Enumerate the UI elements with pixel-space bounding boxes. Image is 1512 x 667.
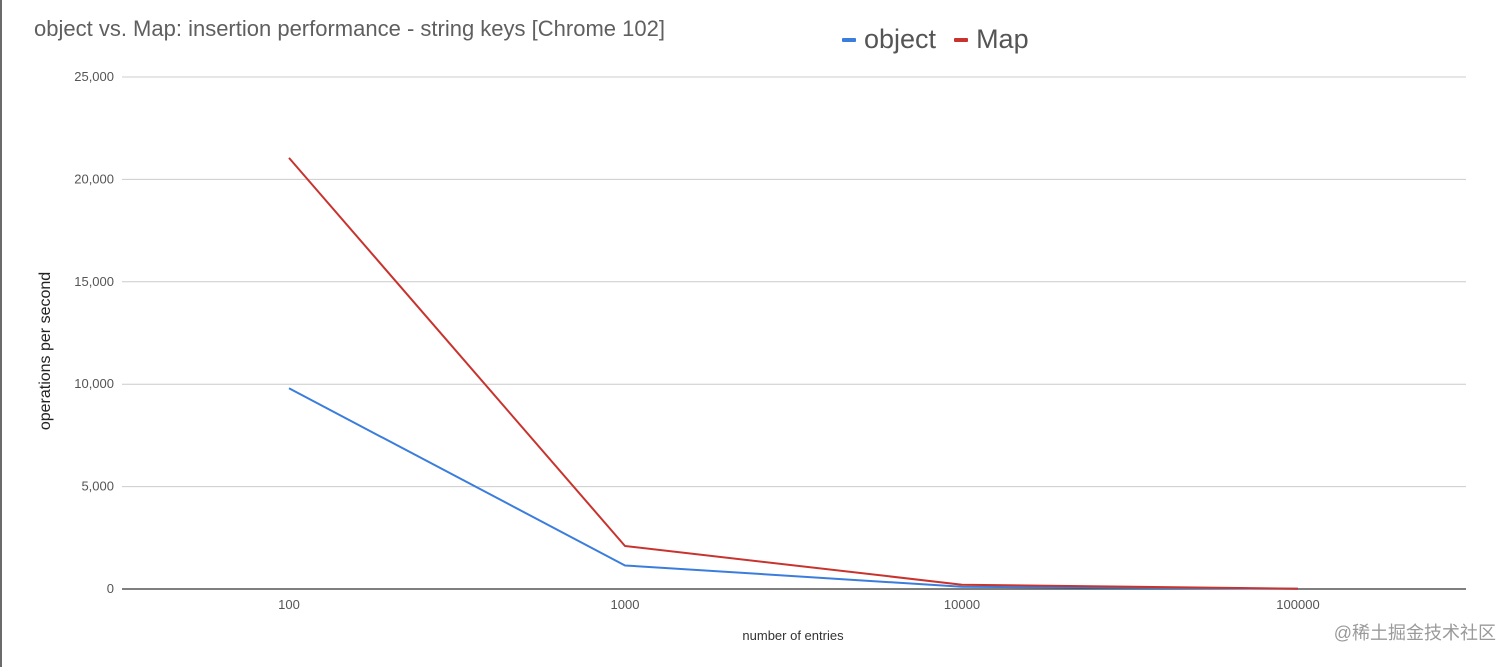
y-axis-label: operations per second xyxy=(37,272,54,430)
x-tick-label: 100000 xyxy=(1276,597,1319,612)
y-tick-label: 20,000 xyxy=(74,171,114,186)
legend-label-map: Map xyxy=(976,24,1029,54)
x-axis-label: number of entries xyxy=(742,628,844,643)
legend-label-object: object xyxy=(864,24,937,54)
legend-swatch-map xyxy=(954,37,969,42)
y-tick-label: 25,000 xyxy=(74,69,114,84)
x-tick-label: 10000 xyxy=(944,597,980,612)
series-line-object xyxy=(288,387,1299,590)
y-tick-label: 0 xyxy=(107,581,114,596)
legend-swatch-object xyxy=(842,37,856,42)
watermark: @稀土掘金技术社区 xyxy=(1333,623,1496,643)
legend: object Map xyxy=(842,24,1029,55)
x-tick-label: 1000 xyxy=(611,597,640,612)
legend-item-map: Map xyxy=(954,24,1029,55)
series-line-map xyxy=(288,157,1299,590)
y-tick-label: 10,000 xyxy=(74,376,114,391)
x-tick-label: 100 xyxy=(278,597,300,612)
y-tick-label: 15,000 xyxy=(74,274,114,289)
y-tick-label: 5,000 xyxy=(81,479,114,494)
chart-title: object vs. Map: insertion performance - … xyxy=(34,16,665,41)
legend-item-object: object xyxy=(842,24,936,55)
